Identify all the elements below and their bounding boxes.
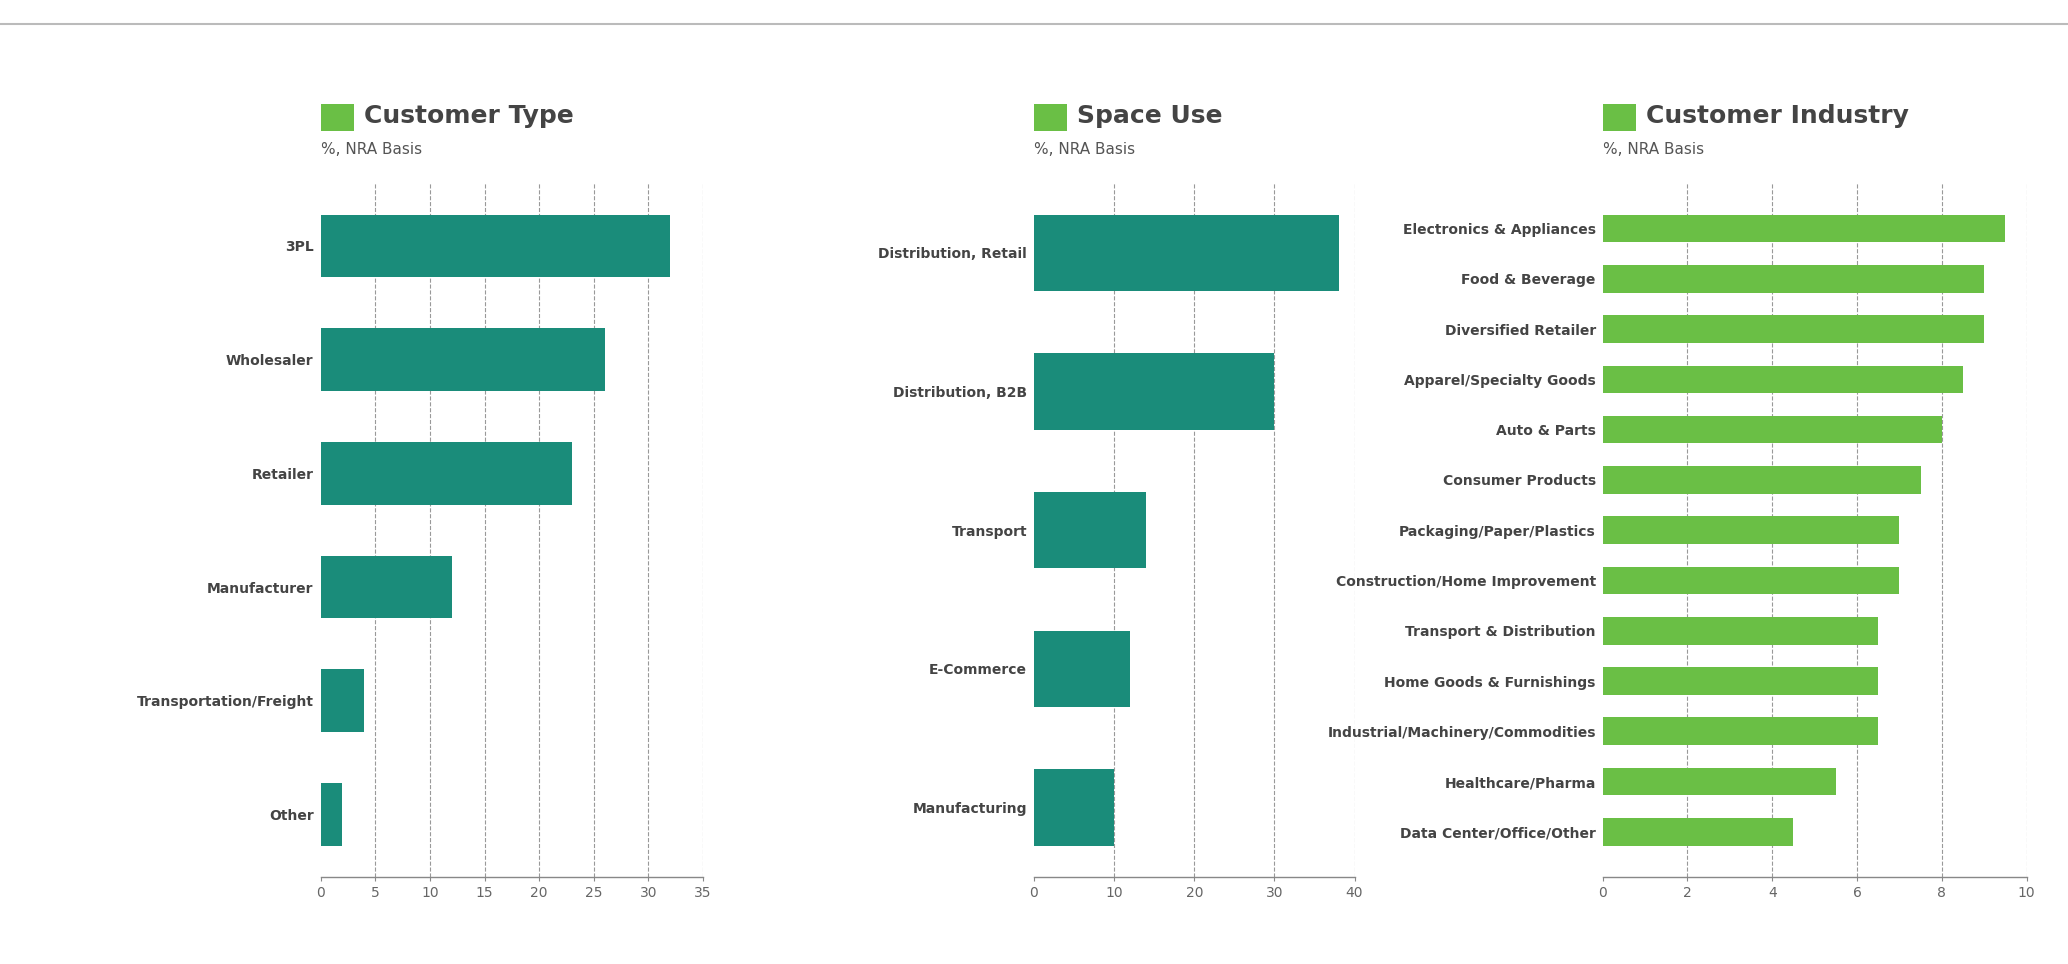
Bar [321,556,451,618]
Text: %, NRA Basis: %, NRA Basis [1603,142,1704,157]
Bar [1034,492,1146,569]
Bar [1603,415,1942,443]
Bar [321,329,604,391]
Text: Customer Type: Customer Type [364,104,573,127]
Text: %, NRA Basis: %, NRA Basis [1034,142,1135,157]
Bar [1603,365,1963,393]
Bar [321,442,573,504]
Text: Space Use: Space Use [1077,104,1222,127]
Bar [1603,617,1878,645]
Bar [321,669,364,732]
Bar [321,215,670,278]
Bar [1603,467,1921,494]
Bar [1034,354,1274,430]
Bar [1034,215,1338,291]
Bar [1603,315,1983,343]
Bar [1603,818,1793,845]
Bar [1034,630,1129,707]
Bar [1603,667,1878,695]
Bar [1603,265,1983,293]
Bar [1603,517,1898,544]
Bar [1603,567,1898,594]
Bar [1603,717,1878,745]
Bar [1034,769,1115,845]
Bar [1603,215,2006,242]
Bar [1603,767,1836,795]
Bar [321,783,343,845]
Text: Customer Industry: Customer Industry [1646,104,1909,127]
Text: %, NRA Basis: %, NRA Basis [321,142,422,157]
